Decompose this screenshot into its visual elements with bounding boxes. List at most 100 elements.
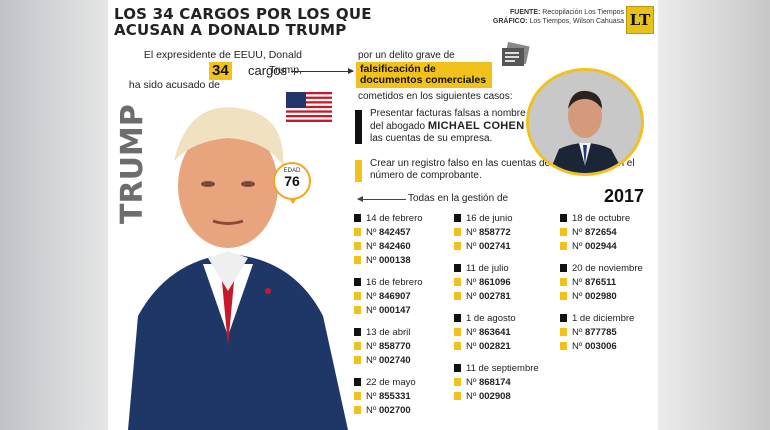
- voucher-prefix: Nº: [466, 327, 477, 338]
- graphic-label: GRÁFICO:: [492, 18, 528, 25]
- voucher-number: 002781: [478, 291, 511, 302]
- voucher-number: 000138: [378, 255, 411, 266]
- voucher-row: Nº 842460: [354, 240, 423, 254]
- case-marker-2: [355, 160, 362, 182]
- voucher-row: Nº 002944: [560, 240, 643, 254]
- date-marker-icon: [354, 378, 361, 386]
- crime-suffix: cometidos en los siguientes casos:: [358, 91, 513, 102]
- voucher-row: Nº 842457: [354, 226, 423, 240]
- voucher-prefix: Nº: [572, 227, 583, 238]
- voucher-prefix: Nº: [366, 255, 377, 266]
- voucher-prefix: Nº: [466, 341, 477, 352]
- charges-suffix: cargos: [248, 63, 288, 78]
- date-row: 1 de diciembre: [560, 312, 643, 326]
- voucher-marker-icon: [354, 356, 361, 364]
- voucher-row: Nº 863641: [454, 326, 539, 340]
- voucher-marker-icon: [560, 328, 567, 336]
- voucher-row: Nº 002781: [454, 290, 539, 304]
- voucher-marker-icon: [454, 392, 461, 400]
- date-row: 22 de mayo: [354, 376, 423, 390]
- voucher-marker-icon: [354, 256, 361, 264]
- source-value: Recopilación Los Tiempos: [542, 9, 624, 16]
- voucher-prefix: Nº: [466, 291, 477, 302]
- voucher-marker-icon: [354, 242, 361, 250]
- voucher-marker-icon: [354, 306, 361, 314]
- date-row: 16 de junio: [454, 212, 539, 226]
- date-group: 11 de julio Nº 861096 Nº 002781: [454, 262, 539, 304]
- date-text: 1 de agosto: [466, 313, 516, 324]
- age-label: EDAD: [283, 168, 301, 174]
- date-row: 20 de noviembre: [560, 262, 643, 276]
- date-text: 11 de septiembre: [466, 363, 539, 374]
- date-row: 11 de julio: [454, 262, 539, 276]
- date-marker-icon: [560, 314, 567, 322]
- voucher-prefix: Nº: [466, 377, 477, 388]
- date-text: 11 de julio: [466, 263, 509, 274]
- dates-column-3: 18 de octubre Nº 872654 Nº 002944 20 de nov…: [560, 212, 643, 362]
- voucher-number: 002908: [478, 391, 511, 402]
- date-text: 20 de noviembre: [572, 263, 643, 274]
- voucher-number: 861096: [478, 277, 511, 288]
- date-text: 22 de mayo: [366, 377, 416, 388]
- case-1-pre: Presentar facturas falsas a nombre del a…: [370, 108, 526, 132]
- background-blur-left: [0, 0, 108, 430]
- voucher-number: 003006: [584, 341, 617, 352]
- date-marker-icon: [354, 328, 361, 336]
- case-2: Crear un registro falso en las cuentas d…: [370, 158, 635, 181]
- voucher-marker-icon: [454, 292, 461, 300]
- date-row: 18 de octubre: [560, 212, 643, 226]
- date-marker-icon: [354, 214, 361, 222]
- date-text: 16 de junio: [466, 213, 513, 224]
- intro-text: El expresidente de EEUU, Donald Trump, h…: [122, 48, 302, 93]
- voucher-marker-icon: [560, 228, 567, 236]
- charges-count-badge: 34: [209, 62, 232, 80]
- source-label: FUENTE:: [509, 9, 541, 16]
- date-row: 16 de febrero: [354, 276, 423, 290]
- michael-cohen-photo: [526, 68, 644, 176]
- voucher-marker-icon: [454, 228, 461, 236]
- age-value: 76: [284, 173, 300, 189]
- voucher-row: Nº 876511: [560, 276, 643, 290]
- voucher-marker-icon: [354, 292, 361, 300]
- date-row: 13 de abril: [354, 326, 423, 340]
- voucher-marker-icon: [354, 392, 361, 400]
- voucher-row: Nº 861096: [454, 276, 539, 290]
- source-credits: FUENTE: Recopilación Los Tiempos GRÁFICO…: [493, 8, 624, 26]
- voucher-number: 842460: [378, 241, 411, 252]
- voucher-marker-icon: [454, 342, 461, 350]
- voucher-number: 842457: [378, 227, 411, 238]
- date-marker-icon: [454, 314, 461, 322]
- voucher-row: Nº 002740: [354, 354, 423, 368]
- voucher-prefix: Nº: [466, 391, 477, 402]
- timeline-label: Todas en la gestión de: [408, 193, 509, 204]
- voucher-prefix: Nº: [366, 305, 377, 316]
- voucher-number: 868174: [478, 377, 511, 388]
- intro-line2: ha sido acusado de: [128, 79, 220, 91]
- voucher-row: Nº 002980: [560, 290, 643, 304]
- voucher-marker-icon: [454, 328, 461, 336]
- voucher-number: 002741: [478, 241, 511, 252]
- date-group: 20 de noviembre Nº 876511 Nº 002980: [560, 262, 643, 304]
- voucher-marker-icon: [354, 228, 361, 236]
- voucher-marker-icon: [560, 242, 567, 250]
- date-marker-icon: [560, 264, 567, 272]
- date-group: 18 de octubre Nº 872654 Nº 002944: [560, 212, 643, 254]
- voucher-row: Nº 846907: [354, 290, 423, 304]
- dates-column-1: 14 de febrero Nº 842457 Nº 842460 Nº 000138…: [354, 212, 423, 426]
- voucher-number: 000147: [378, 305, 411, 316]
- voucher-marker-icon: [560, 278, 567, 286]
- date-text: 1 de diciembre: [572, 313, 635, 324]
- date-marker-icon: [454, 214, 461, 222]
- voucher-number: 863641: [478, 327, 511, 338]
- dates-column-2: 16 de junio Nº 858772 Nº 002741 11 de julio…: [454, 212, 539, 412]
- voucher-marker-icon: [560, 342, 567, 350]
- trump-photo: [108, 86, 353, 430]
- voucher-prefix: Nº: [366, 341, 377, 352]
- timeline-year: 2017: [604, 186, 645, 206]
- voucher-row: Nº 858770: [354, 340, 423, 354]
- documents-icon: [502, 42, 530, 66]
- voucher-marker-icon: [560, 292, 567, 300]
- date-marker-icon: [454, 264, 461, 272]
- crime-highlight: falsificación de documentos comerciales: [356, 62, 492, 88]
- voucher-number: 876511: [584, 277, 617, 288]
